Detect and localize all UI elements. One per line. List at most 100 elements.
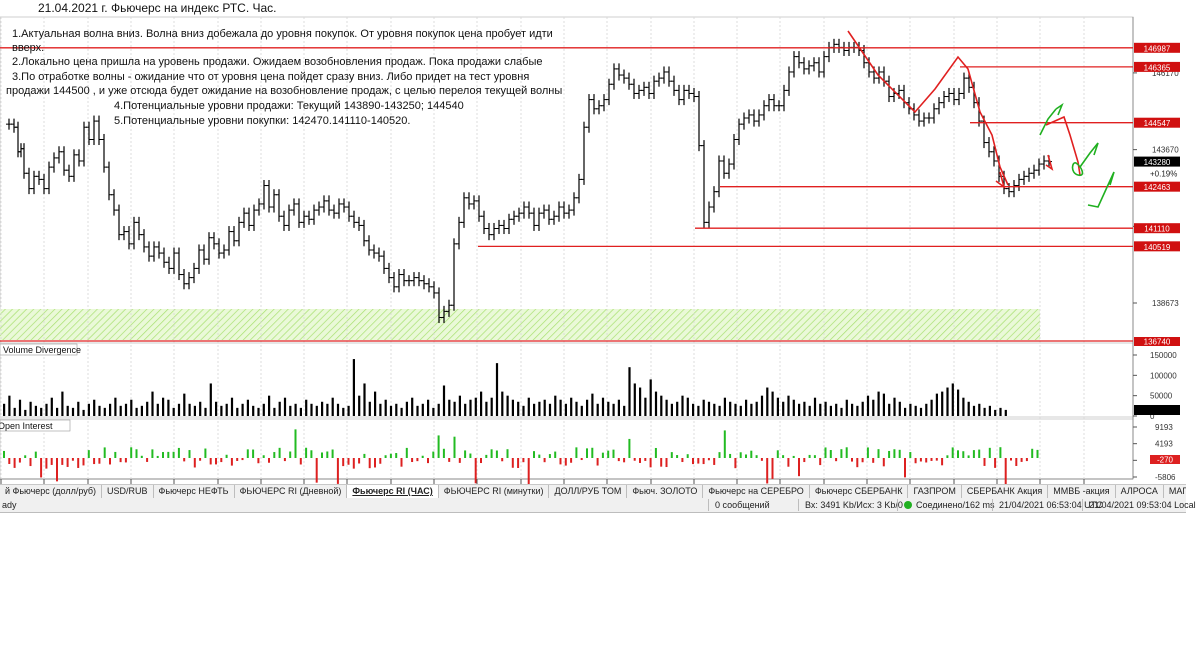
volume-bar — [384, 399, 387, 416]
oi-bar-down — [40, 458, 43, 478]
volume-bar — [103, 407, 106, 416]
oi-bar-up — [273, 452, 276, 458]
tab-instrument[interactable]: Фьючерс СБЕРБАНК — [810, 485, 909, 498]
volume-bar — [951, 383, 954, 416]
oi-bar-up — [363, 453, 366, 458]
tab-instrument[interactable]: ФЬЮЧЕРС RI (Дневной) — [235, 485, 348, 498]
tab-instrument[interactable]: МАГНИТ — [1164, 485, 1186, 498]
oi-bar-down — [220, 458, 223, 463]
volume-bar — [623, 405, 626, 416]
volume-bar — [723, 397, 726, 416]
tab-instrument[interactable]: ГАЗПРОМ — [908, 485, 962, 498]
volume-bar — [299, 407, 302, 416]
oi-bar-down — [935, 458, 938, 461]
oi-bar-down — [543, 458, 546, 463]
oi-bar-up — [978, 449, 981, 458]
oi-bar-up — [225, 454, 228, 458]
oi-bar-up — [156, 455, 159, 458]
tab-instrument[interactable]: Фьюч. ЗОЛОТО — [627, 485, 704, 498]
tab-instrument[interactable]: Фьючерс RI (ЧАС) — [347, 485, 439, 498]
volume-bar — [824, 401, 827, 416]
volume-bar — [692, 403, 695, 416]
oi-bar-up — [670, 452, 673, 458]
volume-bar — [469, 399, 472, 416]
oi-bar-down — [230, 458, 233, 466]
oi-bar-up — [962, 451, 965, 458]
oi-bar-down — [851, 458, 853, 462]
oi-bar-up — [792, 455, 795, 458]
note-line-2: вверх. — [12, 42, 45, 54]
volume-bar — [575, 401, 578, 416]
status-messages[interactable]: 0 сообщений — [708, 499, 805, 511]
volume-bar — [994, 409, 997, 416]
oi-bar-up — [591, 447, 594, 458]
tab-instrument[interactable]: ФЬЮЧЕРС RI (минутки) — [439, 485, 550, 498]
tab-instrument[interactable]: ДОЛЛ/РУБ ТОМ — [549, 485, 628, 498]
oi-panel-label: Open Interest — [0, 421, 53, 431]
volume-bar — [448, 399, 451, 416]
volume-bar — [607, 401, 610, 416]
level-lines — [0, 47, 1133, 342]
volume-bar — [941, 391, 944, 416]
tab-instrument[interactable]: Фьючерс на СЕРЕБРО — [703, 485, 810, 498]
volume-bar — [676, 401, 679, 416]
oi-bar-down — [342, 458, 345, 467]
volume-bar — [82, 409, 85, 416]
volume-bar — [644, 397, 647, 416]
oi-current-tag — [1150, 455, 1180, 464]
volume-bar — [268, 395, 271, 416]
oi-bar-down — [501, 458, 504, 462]
tab-instrument[interactable]: Фьючерс НЕФТЬ — [154, 485, 235, 498]
volume-bar — [819, 403, 822, 416]
oi-bar-down — [119, 458, 122, 463]
oi-bar-down — [56, 458, 58, 482]
oi-bar-down — [511, 458, 514, 468]
volume-bar — [236, 407, 239, 416]
tab-instrument[interactable]: СБЕРБАНК Акция — [962, 485, 1049, 498]
note-line-5: продажи 144500 , и уже отсюда будет ожид… — [6, 85, 563, 97]
volume-bar — [882, 393, 885, 416]
volume-bar — [18, 399, 22, 416]
oi-bar-down — [994, 458, 997, 468]
oi-bar-up — [172, 451, 175, 458]
oi-bar-up — [188, 450, 191, 458]
oi-bar-up — [24, 455, 27, 458]
oi-bar-down — [427, 458, 429, 464]
tab-instrument[interactable]: USD/RUB — [102, 485, 154, 498]
volume-bar — [617, 399, 620, 416]
oi-bar-up — [845, 447, 848, 458]
volume-bar — [601, 397, 605, 416]
volume-bar — [972, 405, 976, 416]
oi-bar-up — [824, 447, 827, 458]
oi-bar-down — [315, 458, 318, 483]
oi-bar-down — [193, 458, 196, 468]
oi-bar-up — [813, 455, 816, 458]
level-price-tag — [1134, 61, 1180, 72]
oi-bar-down — [358, 458, 361, 464]
oi-bar-up — [1036, 449, 1039, 458]
oi-bar-down — [665, 458, 668, 468]
oi-bar-down — [522, 458, 525, 463]
tab-instrument[interactable]: й Фьючерс (долл/руб) — [0, 485, 103, 498]
tab-instrument[interactable]: АЛРОСА — [1116, 485, 1164, 498]
volume-bar — [172, 407, 175, 416]
price-axis: 1461701436701411701386731469871463651445… — [1133, 42, 1180, 347]
oi-bar-up — [151, 449, 154, 458]
oi-bar-down — [61, 458, 64, 465]
oi-bar-down — [13, 458, 16, 468]
tab-instrument[interactable]: ММВБ -акция — [1048, 485, 1116, 498]
volume-current-tag — [1134, 405, 1180, 415]
volume-bar — [124, 403, 128, 416]
oi-bar-down — [623, 458, 626, 463]
volume-bar — [665, 399, 668, 416]
oi-bar-up — [538, 454, 541, 458]
volume-bar — [851, 403, 854, 416]
volume-bar — [681, 395, 684, 416]
oi-bar-down — [236, 458, 239, 461]
oi-bar-down — [570, 458, 573, 463]
bottom-price-tag — [1134, 337, 1180, 346]
level-price-tag — [1134, 117, 1180, 128]
volume-bar — [405, 401, 408, 416]
volume-bar — [342, 407, 345, 416]
volume-tick-label: 150000 — [1150, 351, 1177, 360]
